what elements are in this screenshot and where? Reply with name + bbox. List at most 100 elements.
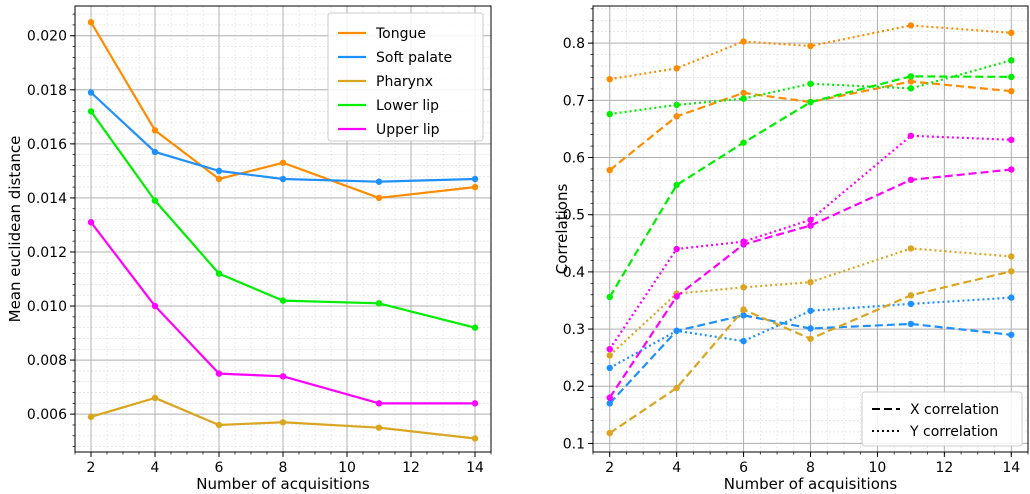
x-tick-label: 10 [338,460,356,476]
x-tick-label: 14 [1002,460,1020,476]
x-tick-label: 8 [806,460,815,476]
y-tick-label: 0.018 [27,83,67,99]
data-point-upper-lip-y [907,132,915,139]
x-tick-label: 6 [215,460,224,476]
x-tick-label: 12 [935,460,953,476]
data-point-pharynx-y [606,352,613,359]
data-point-upper-lip-y [807,216,814,224]
data-point-tongue [87,19,95,26]
series-line-lower-lip [90,110,476,329]
data-point-pharynx-y [1008,253,1015,260]
data-point-upper-lip-x [673,293,680,300]
legend-label: Pharynx [376,74,433,90]
data-point-upper-lip [375,400,383,407]
data-point-tongue-x [606,166,613,174]
data-point-soft-palate-x [907,320,915,328]
data-point-pharynx-y [740,284,747,291]
series-line-tongue [90,21,476,200]
data-point-soft-palate [87,89,95,96]
x-tick-label: 10 [869,460,887,476]
data-point-soft-palate-x [807,325,814,332]
data-point-tongue [375,194,383,202]
data-point-tongue-y [673,65,680,72]
right-chart: 0.1 0.2 0.3 0.4 0.5 0.6 0.7 0.8 2 4 6 8 10 12 14 Number… [553,5,1029,493]
x-axis-label: Number of acquisitions [196,475,370,493]
legend-box [327,12,484,142]
y-tick-label: 0.6 [563,151,585,167]
y-axis-label: Mean euclidean distance [6,136,24,323]
legend-label: Upper lip [376,122,440,138]
data-point-upper-lip-y [740,238,747,245]
y-tick-label: 0.5 [563,208,585,224]
series-line-soft-palate-x [608,314,1012,405]
data-point-upper-lip-y [673,245,680,253]
ticks: 0.1 0.2 0.3 0.4 0.5 0.6 0.7 0.8 2 4 6 8 10 12 14 [563,8,1029,476]
legend-label: Soft palate [376,50,452,66]
data-point-lower-lip [215,270,223,277]
data-point-soft-palate [215,167,223,175]
data-point-lower-lip [471,324,479,331]
y-tick-label: 0.008 [27,353,67,369]
data-point-lower-lip [151,197,159,204]
data-point-tongue-y [807,42,814,50]
data-point-pharynx-x [673,384,680,392]
data-point-soft-palate-x [606,400,613,407]
legend-label: Tongue [375,26,426,42]
y-tick-label: 0.020 [27,29,67,45]
data-point-soft-palate-y [740,337,747,345]
data-point-lower-lip-y [1008,57,1015,64]
data-point-lower-lip-x [673,181,680,189]
data-point-tongue-x [1008,87,1015,95]
series-line-pharynx-x [609,270,1012,435]
x-tick-label: 12 [402,460,420,476]
series-line-soft-palate-y [609,296,1012,369]
data-point-pharynx [279,419,287,426]
data-point-lower-lip-x [606,293,613,301]
y-tick-label: 0.010 [27,299,67,315]
data-point-upper-lip-x [907,176,915,184]
data-point-pharynx-y [907,245,915,252]
data-point-pharynx [471,435,479,442]
data-point-soft-palate [279,175,287,183]
x-tick-label: 4 [672,460,681,476]
data-point-lower-lip-x [740,139,747,146]
data-point-tongue [471,183,479,191]
data-point-tongue [215,175,223,183]
data-point-pharynx-x [1008,268,1015,275]
data-point-pharynx-x [740,306,747,313]
series [87,19,479,442]
data-point-upper-lip-x [807,222,814,229]
data-point-lower-lip [279,297,287,304]
series-line-upper-lip-y [608,134,1012,350]
series-line-upper-lip [90,221,475,405]
y-tick-label: 0.2 [563,379,585,395]
legend-label: X correlation [910,402,999,418]
data-point-soft-palate-y [907,300,915,308]
data-point-lower-lip-y [807,80,814,87]
y-tick-label: 0.016 [27,137,67,153]
data-point-upper-lip-y [606,345,613,353]
series [606,22,1015,437]
grid [592,6,1029,452]
grid [74,6,492,452]
y-tick-label: 0.8 [563,36,585,52]
x-tick-label: 6 [739,460,748,476]
data-point-pharynx-y [807,278,814,286]
data-point-pharynx-x [606,429,613,437]
y-tick-label: 0.3 [563,322,585,338]
legend: X correlation Y correlation [861,391,1023,447]
data-point-tongue [279,159,287,166]
data-point-upper-lip-x [1008,166,1015,173]
data-point-lower-lip-x [907,73,915,80]
data-point-soft-palate-y [606,364,613,372]
data-point-tongue-x [740,89,747,97]
data-point-tongue-y [740,38,747,45]
data-point-tongue-y [907,22,915,29]
data-point-upper-lip [471,400,479,407]
legend-label: Y correlation [909,424,998,440]
data-point-soft-palate-y [1008,294,1015,301]
x-tick-label: 4 [151,460,160,476]
x-tick-label: 8 [279,460,288,476]
series-line-tongue-y [609,24,1012,81]
